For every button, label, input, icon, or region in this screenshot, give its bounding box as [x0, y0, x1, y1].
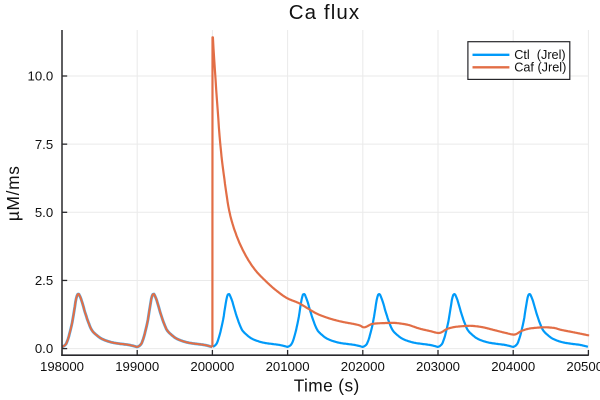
svg-text:198000: 198000 — [40, 359, 84, 374]
svg-text:200000: 200000 — [190, 359, 234, 374]
svg-text:201000: 201000 — [266, 359, 310, 374]
svg-text:Ca flux: Ca flux — [289, 1, 361, 24]
svg-text:µM/ms: µM/ms — [3, 165, 23, 221]
svg-text:202000: 202000 — [341, 359, 385, 374]
svg-text:5.0: 5.0 — [35, 205, 53, 220]
svg-text:10.0: 10.0 — [28, 69, 54, 84]
svg-text:Caf (Jrel): Caf (Jrel) — [514, 61, 566, 75]
svg-text:203000: 203000 — [416, 359, 460, 374]
svg-text:Time (s): Time (s) — [294, 375, 360, 395]
svg-text:Ctl (Jrel): Ctl (Jrel) — [514, 48, 565, 62]
svg-text:2.5: 2.5 — [35, 273, 53, 288]
svg-text:199000: 199000 — [115, 359, 159, 374]
svg-text:7.5: 7.5 — [35, 137, 53, 152]
svg-text:204000: 204000 — [491, 359, 535, 374]
svg-text:0.0: 0.0 — [35, 341, 53, 356]
